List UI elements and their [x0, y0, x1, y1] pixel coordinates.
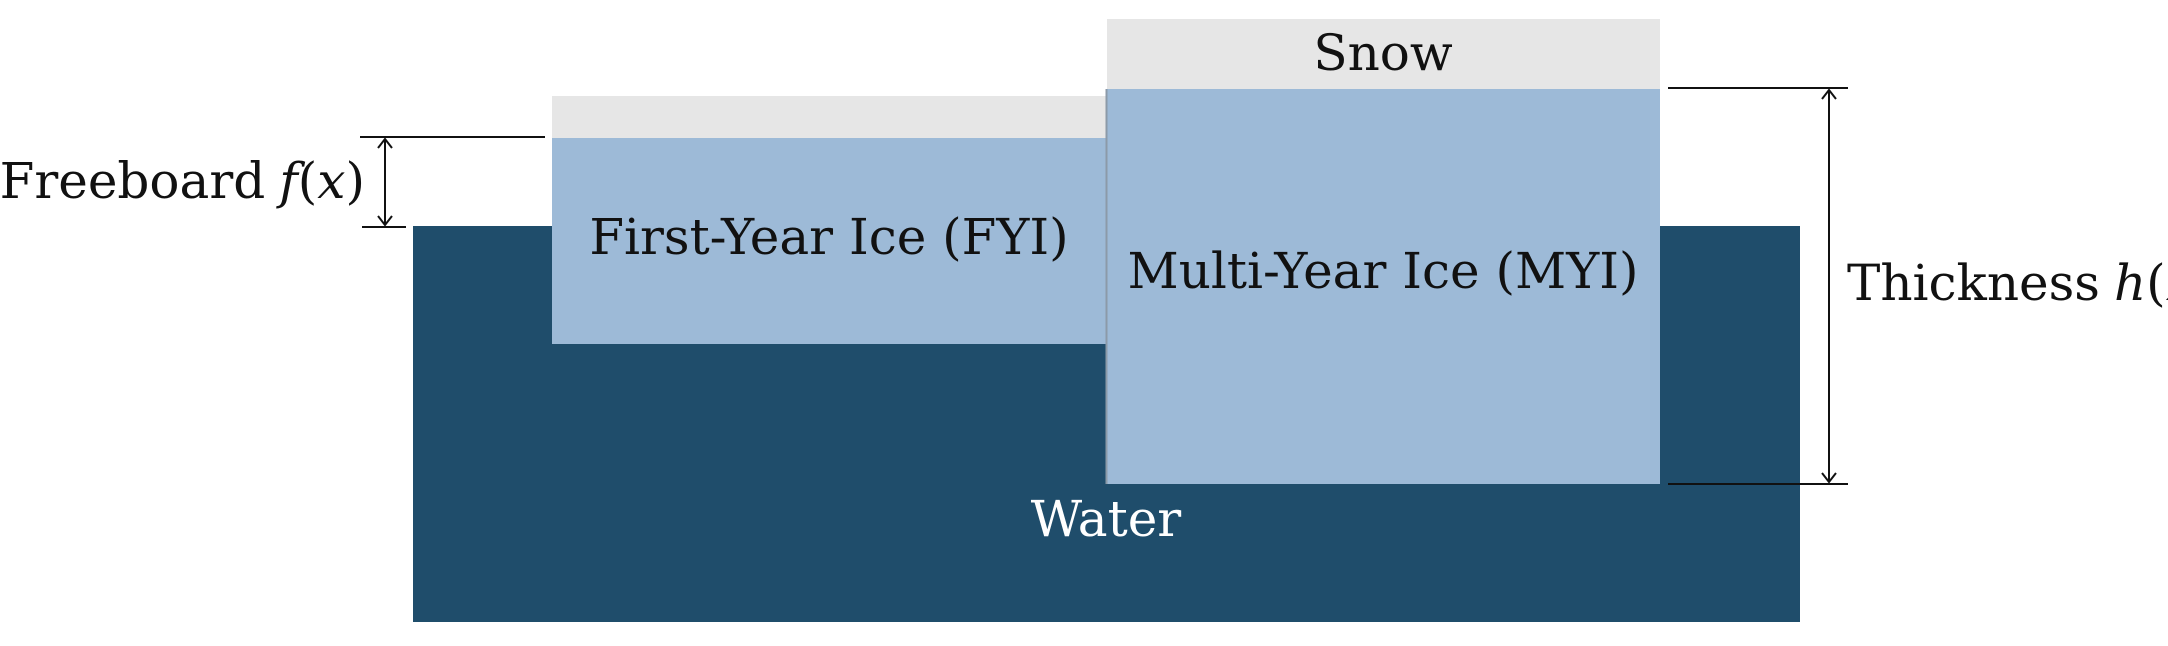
multi-year-ice-block [1107, 89, 1660, 484]
thickness-variable: x [2166, 254, 2168, 312]
thickness-open-paren: ( [2146, 254, 2166, 312]
freeboard-variable: x [317, 152, 345, 210]
thickness-arrowhead-top [1821, 88, 1837, 100]
thickness-symbol: h [2114, 254, 2146, 312]
freeboard-arrowhead-top [377, 137, 393, 149]
freeboard-open-paren: ( [298, 152, 318, 210]
first-year-ice-label: First-Year Ice (FYI) [589, 208, 1068, 266]
freeboard-label: Freeboard f(x) [0, 152, 365, 210]
freeboard-arrowhead-bottom [377, 215, 393, 227]
multi-year-ice-label: Multi-Year Ice (MYI) [1128, 242, 1639, 300]
thickness-word: Thickness [1847, 254, 2100, 312]
freeboard-close-paren: ) [345, 152, 365, 210]
multi-year-ice-snow [1107, 19, 1660, 89]
snow-label: Snow [1313, 24, 1453, 82]
freeboard-word: Freeboard [0, 152, 265, 210]
first-year-ice-snow [552, 96, 1106, 138]
water-label: Water [1031, 490, 1182, 548]
thickness-arrowhead-bottom [1821, 472, 1837, 484]
first-year-ice-block [552, 138, 1106, 344]
